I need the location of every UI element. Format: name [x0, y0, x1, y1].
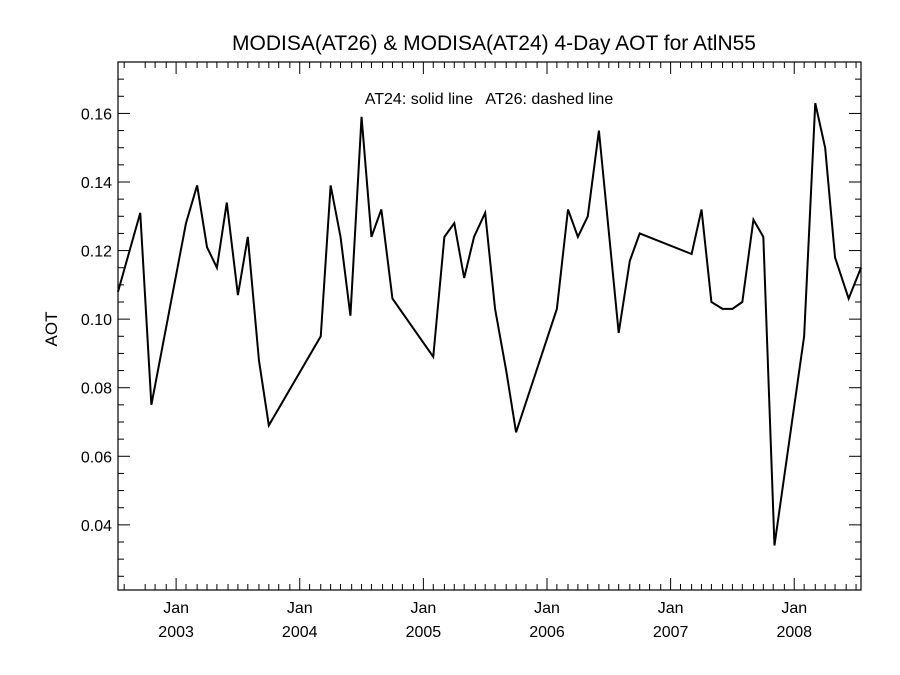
y-tick-label: 0.04 — [81, 518, 112, 535]
y-tick-label: 0.06 — [81, 449, 112, 466]
x-tick-month-label: Jan — [781, 600, 807, 617]
y-tick-label: 0.14 — [81, 175, 112, 192]
chart-title: MODISA(AT26) & MODISA(AT24) 4-Day AOT fo… — [232, 32, 756, 55]
y-axis-title: AOT — [42, 312, 61, 347]
x-tick-year-label: 2003 — [158, 624, 194, 641]
series-annotation: AT24: solid line AT26: dashed line — [365, 91, 614, 108]
y-tick-label: 0.16 — [81, 106, 112, 123]
x-tick-year-label: 2007 — [653, 624, 689, 641]
y-tick-label: 0.10 — [81, 312, 112, 329]
x-tick-month-label: Jan — [410, 600, 436, 617]
series-group — [117, 102, 862, 546]
x-tick-year-label: 2005 — [406, 624, 442, 641]
plot-frame — [117, 61, 862, 591]
x-tick-year-label: 2006 — [529, 624, 565, 641]
y-tick-label: 0.08 — [81, 381, 112, 398]
x-tick-labels: Jan 2003 Jan 2004 Jan 2005 Jan 2006 Jan 2007 Jan 20… — [158, 600, 812, 641]
x-tick-year-label: 2008 — [776, 624, 812, 641]
series-line-solid — [117, 102, 862, 546]
x-tick-month-label: Jan — [534, 600, 560, 617]
x-tick-month-label: Jan — [287, 600, 313, 617]
y-tick-labels: 0.04 0.06 0.08 0.10 0.12 0.14 0.16 — [81, 106, 112, 534]
x-tick-month-label: Jan — [658, 600, 684, 617]
axis-ticks — [118, 61, 861, 590]
y-tick-label: 0.12 — [81, 244, 112, 261]
x-tick-month-label: Jan — [163, 600, 189, 617]
x-tick-year-label: 2004 — [282, 624, 318, 641]
